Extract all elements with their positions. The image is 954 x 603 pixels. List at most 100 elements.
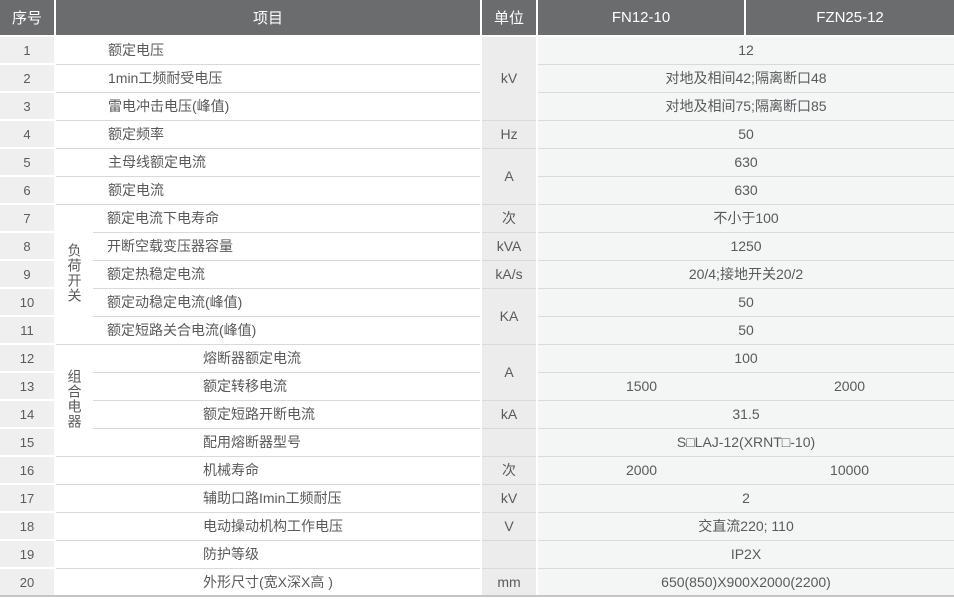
header-unit: 单位: [481, 0, 539, 37]
group-label: 组合电器: [66, 368, 83, 429]
item-cell: 额定热稳定电流: [93, 260, 482, 289]
table-row: 9 额定热稳定电流 kA/s 20/4;接地开关20/2: [0, 260, 954, 289]
unit-cell: V: [480, 512, 539, 541]
item-cell: 额定转移电流: [93, 372, 482, 401]
header-model-fn12-10: FN12-10: [537, 0, 747, 37]
table-row: 13 额定转移电流 1500 2000: [0, 372, 954, 401]
item-cell: 熔断器额定电流: [93, 344, 482, 373]
row-number: 12: [0, 344, 56, 373]
item-cell: 额定电流下电寿命: [93, 204, 482, 233]
table-row: 5 主母线额定电流 A 630: [0, 148, 954, 205]
value-cell: 12: [537, 36, 954, 65]
table-row: 1 额定电压 kV 12: [0, 36, 954, 121]
header-item: 项目: [55, 0, 483, 37]
value-cell-fzn25-12: 2000: [745, 372, 954, 401]
table-row: 20 外形尺寸(宽X深X高 ) mm 650(850)X900X2000(220…: [0, 568, 954, 597]
row-number: 15: [0, 428, 56, 457]
table-row: 16 机械寿命 次 2000 10000: [0, 456, 954, 485]
value-cell-fzn25-12: 10000: [745, 456, 954, 485]
value-cell: 不小于100: [537, 204, 954, 233]
value-cell: 31.5: [537, 400, 954, 429]
item-cell: 额定频率: [55, 120, 482, 149]
unit-cell: kV: [480, 484, 539, 513]
item-cell: 额定电压: [55, 36, 482, 65]
unit-cell: kA: [480, 400, 539, 429]
row-number: 18: [0, 512, 56, 541]
item-cell: 机械寿命: [55, 456, 482, 485]
table-row: 2 1min工频耐受电压 对地及相间42;隔离断口48: [0, 64, 954, 93]
item-cell: 雷电冲击电压(峰值): [55, 92, 482, 121]
table-row: 11 额定短路关合电流(峰值) 50: [0, 316, 954, 345]
header-index: 序号: [0, 0, 56, 37]
row-number: 11: [0, 316, 56, 345]
row-number: 17: [0, 484, 56, 513]
item-cell: 1min工频耐受电压: [55, 64, 482, 93]
unit-cell: A: [480, 344, 539, 401]
row-number: 19: [0, 540, 56, 569]
unit-cell: [480, 428, 539, 457]
row-number: 1: [0, 36, 56, 65]
group-label: 负荷开关: [66, 242, 83, 303]
row-number: 20: [0, 568, 56, 597]
row-number: 3: [0, 92, 56, 121]
table-row: 6 额定电流 630: [0, 176, 954, 205]
item-cell: 额定动稳定电流(峰值): [93, 288, 482, 317]
value-cell: 650(850)X900X2000(2200): [537, 568, 954, 597]
value-cell-fn12-10: 1500: [537, 372, 746, 401]
item-cell: 额定电流: [55, 176, 482, 205]
table-row: 14 额定短路开断电流 kA 31.5: [0, 400, 954, 429]
row-number: 5: [0, 148, 56, 177]
table-row: 8 开断空载变压器容量 kVA 1250: [0, 232, 954, 261]
table-row: 3 雷电冲击电压(峰值) 对地及相间75;隔离断口85: [0, 92, 954, 121]
value-cell: 100: [537, 344, 954, 373]
unit-cell: KA: [480, 288, 539, 345]
item-cell: 防护等级: [55, 540, 482, 569]
row-number: 10: [0, 288, 56, 317]
table-row: 7 负荷开关 额定电流下电寿命 次 不小于100: [0, 204, 954, 345]
table-row: 15 配用熔断器型号 S□LAJ-12(XRNT□-10): [0, 428, 954, 457]
item-cell: 额定短路关合电流(峰值): [93, 316, 482, 345]
table-row: 19 防护等级 IP2X: [0, 540, 954, 569]
value-cell: S□LAJ-12(XRNT□-10): [537, 428, 954, 457]
unit-cell: Hz: [480, 120, 539, 149]
item-cell: 开断空载变压器容量: [93, 232, 482, 261]
item-cell: 电动操动机构工作电压: [55, 512, 482, 541]
value-cell: 50: [537, 120, 954, 149]
table-row: 18 电动操动机构工作电压 V 交直流220; 110: [0, 512, 954, 541]
value-cell-fn12-10: 2000: [537, 456, 746, 485]
unit-cell: kA/s: [480, 260, 539, 289]
value-cell: IP2X: [537, 540, 954, 569]
header-row: 序号 项目 单位 FN12-10 FZN25-12: [0, 0, 954, 37]
value-cell: 交直流220; 110: [537, 512, 954, 541]
table-row: 10 额定动稳定电流(峰值) KA 50: [0, 288, 954, 345]
group-cell-combined-apparatus: 组合电器: [55, 344, 93, 457]
value-cell: 20/4;接地开关20/2: [537, 260, 954, 289]
value-cell: 对地及相间75;隔离断口85: [537, 92, 954, 121]
value-cell: 50: [537, 288, 954, 317]
row-number: 16: [0, 456, 56, 485]
row-number: 9: [0, 260, 56, 289]
item-cell: 主母线额定电流: [55, 148, 482, 177]
item-cell: 配用熔断器型号: [93, 428, 482, 457]
value-cell: 对地及相间42;隔离断口48: [537, 64, 954, 93]
group-cell-load-switch: 负荷开关: [55, 204, 93, 345]
value-cell: 50: [537, 316, 954, 345]
row-number: 4: [0, 120, 56, 149]
row-number: 13: [0, 372, 56, 401]
unit-cell: kV: [480, 36, 539, 121]
value-cell: 630: [537, 148, 954, 177]
value-cell: 630: [537, 176, 954, 205]
table-row: 17 辅助口路Imin工频耐压 kV 2: [0, 484, 954, 513]
value-cell: 2: [537, 484, 954, 513]
value-cell: 1250: [537, 232, 954, 261]
unit-cell: [480, 540, 539, 569]
row-number: 2: [0, 64, 56, 93]
item-cell: 辅助口路Imin工频耐压: [55, 484, 482, 513]
unit-cell: A: [480, 148, 539, 205]
row-number: 8: [0, 232, 56, 261]
row-number: 6: [0, 176, 56, 205]
unit-cell: mm: [480, 568, 539, 597]
unit-cell: 次: [480, 204, 539, 233]
header-model-fzn25-12: FZN25-12: [745, 0, 954, 37]
